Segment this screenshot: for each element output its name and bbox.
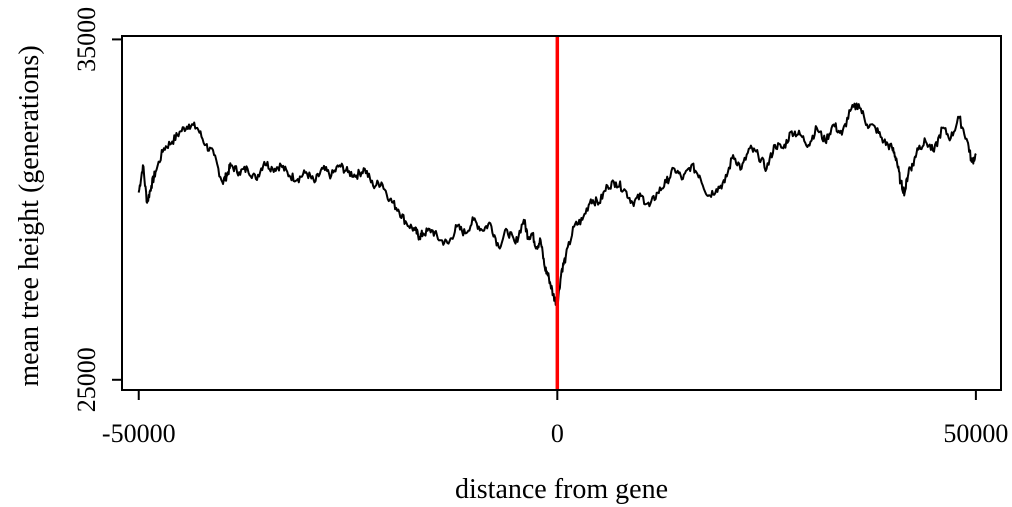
- plot-frame: [121, 35, 1002, 391]
- x-axis-title: distance from gene: [455, 474, 668, 505]
- series-layer: [137, 102, 977, 307]
- series-line: [137, 102, 977, 307]
- x-axis: -50000 0 50000: [102, 390, 1008, 448]
- y-axis: 25000 35000: [72, 7, 122, 412]
- x-tick-label: 0: [551, 419, 564, 448]
- x-tick-label: -50000: [102, 419, 176, 448]
- x-tick-label: 50000: [943, 419, 1008, 448]
- y-tick-label: 35000: [72, 7, 101, 72]
- y-tick-label: 25000: [72, 347, 101, 412]
- y-axis-title: mean tree height (generations): [14, 45, 45, 386]
